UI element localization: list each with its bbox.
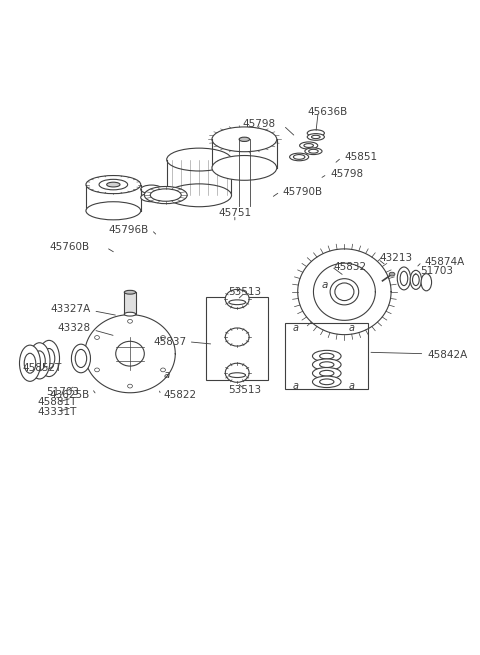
Text: 51703: 51703: [47, 387, 80, 397]
Ellipse shape: [116, 341, 144, 366]
Ellipse shape: [141, 185, 162, 194]
Ellipse shape: [410, 271, 421, 290]
Ellipse shape: [300, 142, 318, 149]
Ellipse shape: [225, 290, 249, 309]
Ellipse shape: [229, 300, 246, 305]
Ellipse shape: [144, 187, 187, 204]
Text: 45832: 45832: [334, 261, 367, 272]
Ellipse shape: [95, 335, 99, 339]
Ellipse shape: [389, 272, 395, 276]
Text: 43331T: 43331T: [37, 407, 76, 417]
Ellipse shape: [43, 348, 55, 368]
Ellipse shape: [75, 349, 87, 367]
Text: 53513: 53513: [228, 385, 261, 396]
Text: 45822: 45822: [163, 390, 196, 400]
Text: 43327A: 43327A: [51, 305, 91, 314]
Ellipse shape: [400, 271, 408, 286]
Text: 43328: 43328: [58, 324, 91, 333]
Ellipse shape: [312, 350, 341, 362]
Ellipse shape: [167, 148, 231, 171]
Ellipse shape: [141, 193, 162, 202]
Ellipse shape: [29, 343, 50, 379]
Ellipse shape: [212, 127, 277, 152]
Text: 45751: 45751: [218, 208, 252, 218]
Text: 45851: 45851: [344, 153, 378, 162]
FancyBboxPatch shape: [206, 297, 268, 380]
Ellipse shape: [293, 155, 305, 159]
Ellipse shape: [86, 202, 141, 220]
Text: 45842A: 45842A: [427, 350, 468, 360]
Ellipse shape: [99, 179, 128, 190]
Ellipse shape: [86, 176, 141, 194]
Ellipse shape: [72, 344, 90, 373]
Ellipse shape: [330, 278, 359, 305]
Text: 45790B: 45790B: [282, 187, 323, 196]
Ellipse shape: [320, 353, 334, 359]
Ellipse shape: [239, 137, 250, 141]
Text: 51703: 51703: [420, 267, 454, 276]
Ellipse shape: [312, 136, 320, 139]
Ellipse shape: [307, 134, 324, 140]
Ellipse shape: [309, 149, 318, 153]
Ellipse shape: [34, 351, 45, 371]
Ellipse shape: [412, 274, 419, 286]
Ellipse shape: [212, 155, 277, 180]
Ellipse shape: [397, 267, 410, 290]
Ellipse shape: [304, 143, 313, 147]
Text: 45798: 45798: [330, 169, 363, 179]
Ellipse shape: [124, 290, 136, 294]
Ellipse shape: [38, 341, 60, 377]
Text: 53513: 53513: [228, 287, 261, 297]
Ellipse shape: [124, 312, 136, 316]
Text: a: a: [292, 324, 299, 333]
Ellipse shape: [307, 130, 324, 136]
Ellipse shape: [305, 148, 322, 155]
Ellipse shape: [421, 274, 432, 291]
Text: a: a: [348, 324, 355, 333]
Text: 45852T: 45852T: [23, 363, 62, 373]
Ellipse shape: [161, 368, 166, 372]
Ellipse shape: [312, 367, 341, 379]
Text: 45881T: 45881T: [37, 398, 76, 407]
Bar: [124, 292, 136, 314]
Ellipse shape: [128, 384, 132, 388]
Ellipse shape: [320, 362, 334, 367]
Ellipse shape: [107, 182, 120, 187]
Text: a: a: [164, 370, 170, 380]
Ellipse shape: [167, 184, 231, 207]
Ellipse shape: [289, 153, 309, 160]
Text: 45760B: 45760B: [49, 242, 90, 252]
Ellipse shape: [225, 364, 249, 383]
Ellipse shape: [95, 368, 99, 372]
Ellipse shape: [225, 328, 249, 346]
Ellipse shape: [150, 189, 181, 201]
Ellipse shape: [128, 320, 132, 323]
Text: a: a: [348, 381, 355, 391]
Text: 43625B: 43625B: [49, 390, 90, 400]
Text: a: a: [292, 381, 299, 391]
Ellipse shape: [312, 376, 341, 388]
Text: a: a: [321, 280, 327, 290]
Ellipse shape: [20, 345, 40, 381]
Ellipse shape: [229, 373, 246, 377]
FancyBboxPatch shape: [285, 323, 368, 390]
Ellipse shape: [335, 283, 354, 301]
Text: 45636B: 45636B: [308, 107, 348, 117]
Text: 45874A: 45874A: [424, 257, 465, 267]
Text: 45796B: 45796B: [109, 225, 149, 235]
Ellipse shape: [161, 335, 166, 339]
Ellipse shape: [24, 353, 36, 373]
Text: 43213: 43213: [379, 253, 412, 263]
Ellipse shape: [320, 370, 334, 376]
Ellipse shape: [320, 379, 334, 384]
Text: 45798: 45798: [242, 119, 276, 129]
Ellipse shape: [312, 359, 341, 370]
Text: 45837: 45837: [153, 337, 186, 346]
